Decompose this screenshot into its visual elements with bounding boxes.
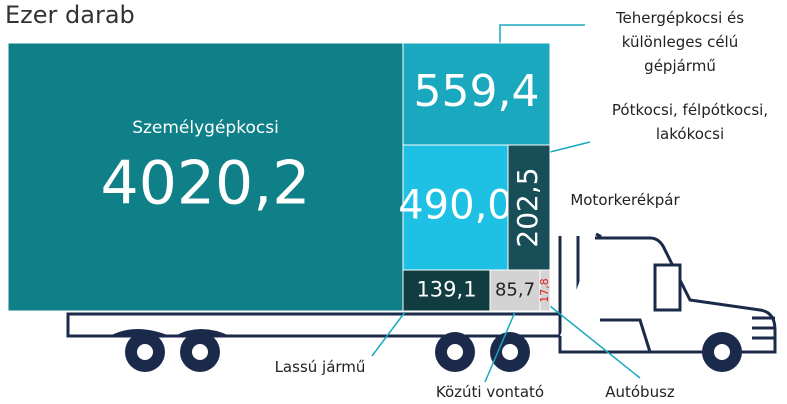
value-label: 85,7 (495, 280, 535, 301)
category-label: Közúti vontató (410, 380, 570, 404)
value-label: 559,4 (414, 66, 540, 117)
value-label: 139,1 (416, 278, 476, 302)
category-label: Lassú jármű (250, 355, 390, 379)
value-label: 17,8 (538, 278, 551, 303)
category-label: Autóbusz (570, 380, 710, 404)
category-label: Személygépkocsi (132, 118, 279, 138)
chart-title: Ezer darab (5, 1, 135, 29)
page: Ezer darab 4020,2 Személygépkocsi 559,4 490… (0, 0, 787, 404)
category-label: Pótkocsi, félpótkocsi, lakókocsi (590, 98, 787, 146)
category-label: Motorkerékpár (555, 188, 695, 212)
value-label: 4020,2 (101, 149, 311, 219)
category-label: Tehergépkocsi és különleges célú gépjárm… (590, 6, 770, 78)
value-label: 202,5 (511, 167, 544, 247)
value-label: 490,0 (398, 183, 513, 229)
